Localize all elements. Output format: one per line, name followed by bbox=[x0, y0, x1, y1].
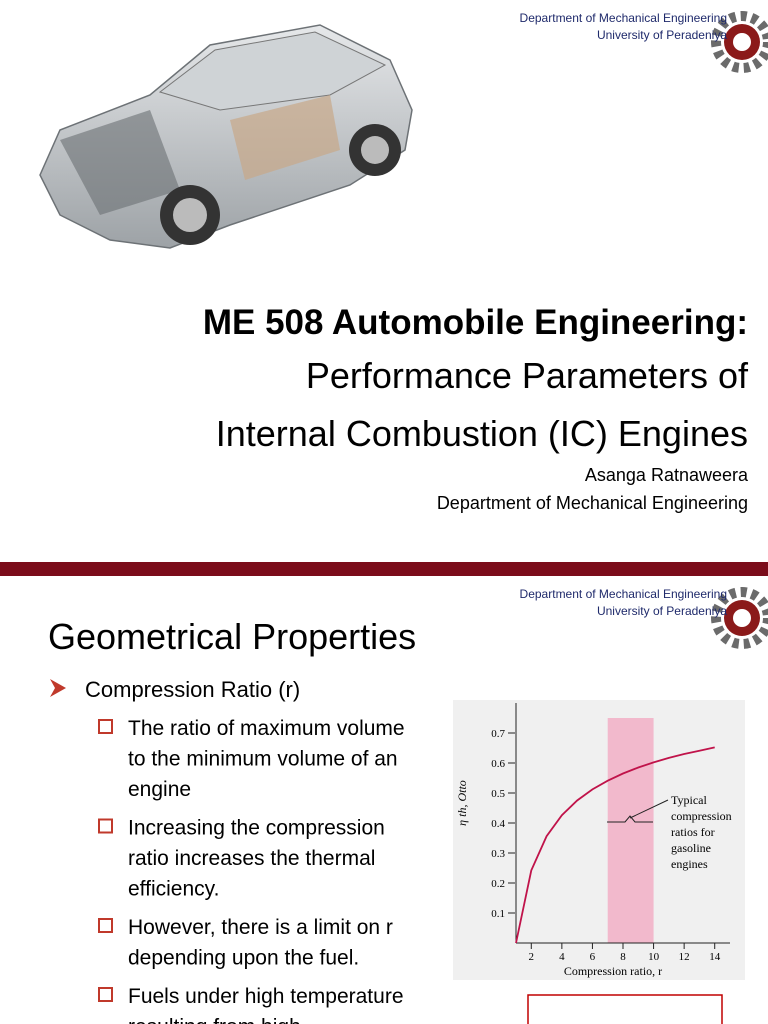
bullet-arrow bbox=[50, 679, 66, 697]
y-tick-label: 0.5 bbox=[491, 788, 505, 800]
subtitle-line: Internal Combustion (IC) Engines bbox=[216, 413, 748, 454]
bullet-text: depending upon the fuel. bbox=[128, 947, 359, 970]
slide-title: ME 508 Automobile Engineering: bbox=[203, 303, 748, 342]
car-illustration bbox=[39, 24, 413, 249]
bullet-box bbox=[98, 918, 113, 933]
logo bbox=[711, 587, 768, 649]
bullet-box bbox=[98, 987, 113, 1002]
y-axis-label: η th, Otto bbox=[455, 780, 469, 826]
header-university: University of Peradeniya bbox=[597, 28, 727, 42]
x-tick-label: 10 bbox=[648, 951, 660, 963]
highlight-band bbox=[607, 718, 654, 943]
logo bbox=[711, 11, 768, 73]
y-tick-label: 0.3 bbox=[491, 848, 505, 860]
bullet-text: Fuels under high temperature bbox=[128, 985, 404, 1008]
annotation: compression bbox=[671, 809, 732, 823]
subtitle-line: Performance Parameters of bbox=[306, 355, 749, 396]
annotation-bracket bbox=[607, 799, 669, 823]
x-axis-label: Compression ratio, r bbox=[564, 964, 662, 978]
annotation: engines bbox=[671, 857, 708, 871]
x-tick-label: 6 bbox=[590, 951, 596, 963]
x-tick-label: 4 bbox=[559, 951, 565, 963]
bullet-text: efficiency. bbox=[128, 878, 219, 901]
x-tick-label: 2 bbox=[529, 951, 535, 963]
author-name: Asanga Ratnaweera bbox=[585, 465, 749, 485]
slide-title: Geometrical Properties bbox=[48, 616, 416, 657]
bullet-box bbox=[98, 818, 113, 834]
header-department: Department of Mechanical Engineering bbox=[520, 11, 727, 25]
y-tick-label: 0.1 bbox=[491, 908, 505, 920]
x-tick-label: 12 bbox=[679, 951, 690, 963]
author-department: Department of Mechanical Engineering bbox=[437, 493, 748, 513]
annotation: gasoline bbox=[671, 841, 711, 855]
y-tick-label: 0.2 bbox=[491, 878, 505, 890]
bullet-box bbox=[98, 719, 113, 734]
bullet-text: to the minimum volume of an bbox=[128, 748, 398, 771]
x-tick-label: 14 bbox=[709, 951, 721, 963]
y-tick-label: 0.6 bbox=[491, 758, 505, 770]
annotation: ratios for bbox=[671, 825, 715, 839]
y-tick-label: 0.4 bbox=[491, 818, 505, 830]
bullet-text: The ratio of maximum volume bbox=[128, 717, 405, 740]
header-university: University of Peradeniya bbox=[597, 604, 727, 618]
box bbox=[527, 994, 723, 1024]
chart-background bbox=[453, 700, 745, 980]
bullet-text: engine bbox=[128, 778, 191, 801]
bullet: Compression Ratio (r) bbox=[85, 677, 300, 702]
bullet-text: However, there is a limit on r bbox=[128, 916, 393, 939]
slide-separator bbox=[0, 562, 768, 576]
bullet-text: resulting from high bbox=[128, 1016, 301, 1024]
y-tick-label: 0.7 bbox=[491, 728, 505, 740]
x-tick-label: 8 bbox=[620, 951, 626, 963]
header-department: Department of Mechanical Engineering bbox=[520, 587, 727, 601]
bullet-text: Increasing the compression bbox=[128, 817, 385, 840]
efficiency-curve bbox=[515, 746, 715, 944]
bullet-text: ratio increases the thermal bbox=[128, 847, 375, 870]
annotation: Typical bbox=[671, 793, 707, 807]
